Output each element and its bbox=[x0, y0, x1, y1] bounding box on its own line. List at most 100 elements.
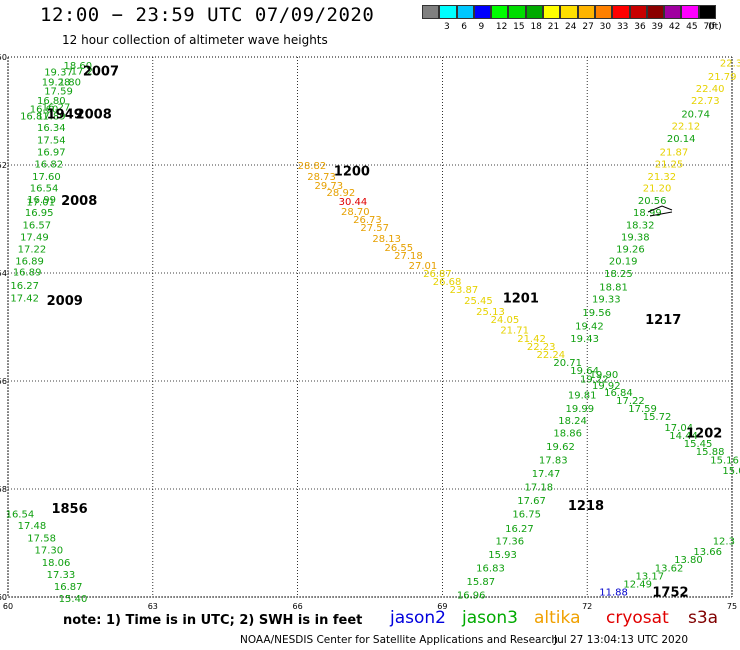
legend-swatch bbox=[577, 5, 595, 19]
wave-height-value: 17.04 bbox=[664, 423, 693, 434]
lon-tick-label: 75 bbox=[727, 602, 737, 611]
timestamp: Jul 27 13:04:13 UTC 2020 bbox=[554, 634, 689, 646]
wave-height-value: 24.05 bbox=[491, 315, 520, 326]
wave-height-value: 21.25 bbox=[655, 159, 684, 170]
wave-height-value: 17.18 bbox=[524, 482, 553, 493]
legend-unit: (ft) bbox=[708, 22, 722, 32]
track-time-label: 1217 bbox=[645, 313, 681, 328]
legend-swatch bbox=[698, 5, 717, 19]
wave-height-value: 19.56 bbox=[582, 308, 611, 319]
wave-height-value: 16.84 bbox=[604, 388, 633, 399]
wave-height-value: 28.13 bbox=[372, 234, 401, 245]
wave-height-value: 29.73 bbox=[314, 181, 343, 192]
wave-height-value: 16.57 bbox=[22, 220, 51, 231]
legend-swatch bbox=[473, 5, 492, 19]
lat-tick-label: -56 bbox=[0, 377, 7, 386]
wave-height-value: 19.22 bbox=[580, 374, 609, 385]
wave-height-value: 18.81 bbox=[599, 283, 628, 294]
wave-height-value: 18.86 bbox=[553, 428, 582, 439]
legend-swatch bbox=[681, 5, 699, 19]
satellite-altika: altika bbox=[534, 608, 581, 628]
track-time-label: 1218 bbox=[568, 499, 604, 514]
wave-height-value: 28.70 bbox=[341, 207, 370, 218]
satellite-cryosat: cryosat bbox=[606, 608, 669, 628]
wave-height-value: 19.99 bbox=[565, 404, 594, 415]
satellite-jason2: jason2 bbox=[390, 608, 446, 628]
track-crossing-mark bbox=[647, 205, 673, 217]
wave-height-value: 16.34 bbox=[37, 123, 66, 134]
satellite-jason3: jason3 bbox=[462, 608, 518, 628]
wave-height-value: 27.01 bbox=[409, 261, 438, 272]
wave-height-value: 14.44 bbox=[669, 431, 698, 442]
wave-height-value: 22.73 bbox=[691, 96, 720, 107]
lat-tick-label: -50 bbox=[0, 53, 7, 62]
wave-height-value: 11.88 bbox=[599, 588, 628, 599]
wave-height-value: 16.83 bbox=[476, 563, 505, 574]
wave-height-value: 21.71 bbox=[500, 326, 529, 337]
wave-height-value: 19.90 bbox=[590, 370, 619, 381]
wave-height-value: 22.12 bbox=[672, 122, 701, 133]
wave-height-value: 16.27 bbox=[42, 103, 71, 114]
lat-tick-label: -58 bbox=[0, 485, 7, 494]
footer-note: note: 1) Time is in UTC; 2) SWH is in fe… bbox=[63, 613, 363, 628]
legend-label: 9 bbox=[478, 22, 485, 32]
wave-height-value: 16.82 bbox=[35, 159, 64, 170]
legend-label: 18 bbox=[530, 22, 542, 32]
wave-height-value: 19.33 bbox=[592, 294, 621, 305]
wave-height-value: 16.60 bbox=[30, 104, 59, 115]
wave-height-value: 16.97 bbox=[37, 148, 66, 159]
legend-label: 12 bbox=[495, 22, 508, 32]
wave-height-value: 16.27 bbox=[10, 281, 39, 292]
wave-height-value: 21.87 bbox=[660, 148, 689, 159]
wave-height-value: 17.49 bbox=[20, 232, 49, 243]
legend-swatch bbox=[456, 5, 474, 19]
wave-height-value: 18.99 bbox=[633, 208, 662, 219]
wave-height-value: 21.20 bbox=[643, 184, 672, 195]
wave-height-value: 22.24 bbox=[537, 350, 566, 361]
wave-height-value: 17.01 bbox=[26, 198, 55, 209]
wave-height-value: 28.92 bbox=[327, 188, 356, 199]
track-time-label: 1752 bbox=[652, 586, 688, 601]
legend-label: 24 bbox=[565, 22, 577, 32]
track-time-label: 1856 bbox=[51, 502, 87, 517]
lon-tick-label: 66 bbox=[293, 602, 303, 611]
wave-height-value: 17.22 bbox=[18, 245, 47, 256]
track-time-label: 2009 bbox=[47, 294, 83, 309]
legend-swatch bbox=[664, 5, 682, 19]
legend-label: 6 bbox=[461, 22, 467, 32]
wave-height-value: 18.25 bbox=[604, 269, 633, 280]
lon-tick-label: 63 bbox=[148, 602, 158, 611]
lat-tick-label: -54 bbox=[0, 269, 7, 278]
wave-height-value: 23.87 bbox=[450, 285, 479, 296]
wave-height-value: 13.80 bbox=[674, 555, 703, 566]
wave-height-value: 17.33 bbox=[47, 570, 76, 581]
legend-label: 27 bbox=[582, 22, 594, 32]
wave-height-value: 22.40 bbox=[696, 84, 725, 95]
wave-height-value: 17.2 bbox=[71, 67, 93, 78]
map-frame bbox=[7, 56, 733, 598]
legend-label: 70 bbox=[703, 22, 715, 32]
track-time-label: 2007 bbox=[83, 65, 119, 80]
wave-height-value: 19.37 bbox=[44, 68, 73, 79]
track-time-label: 2008 bbox=[61, 194, 97, 209]
wave-height-value: 20.74 bbox=[681, 110, 710, 121]
legend-swatch bbox=[543, 5, 561, 19]
wave-height-value: 15.72 bbox=[643, 412, 672, 423]
wave-height-value: 27.18 bbox=[394, 251, 423, 262]
wave-height-value: 16.54 bbox=[30, 184, 59, 195]
wave-height-value: 21.32 bbox=[648, 172, 677, 183]
wave-height-value: 26.68 bbox=[433, 277, 462, 288]
lon-tick-label: 69 bbox=[437, 602, 447, 611]
lat-tick-label: -52 bbox=[0, 161, 7, 170]
page-title: 12:00 − 23:59 UTC 07/09/2020 bbox=[40, 4, 375, 26]
legend-swatch bbox=[612, 5, 630, 19]
legend-swatch bbox=[629, 5, 647, 19]
wave-height-value: 21.79 bbox=[708, 72, 737, 83]
wave-height-value: 17.60 bbox=[32, 172, 61, 183]
wave-height-value: 12.49 bbox=[623, 580, 652, 591]
track-time-label: 1202 bbox=[686, 426, 722, 441]
legend-label: 33 bbox=[616, 22, 629, 32]
legend-swatch bbox=[491, 5, 509, 19]
track-time-label: 1201 bbox=[503, 291, 539, 306]
